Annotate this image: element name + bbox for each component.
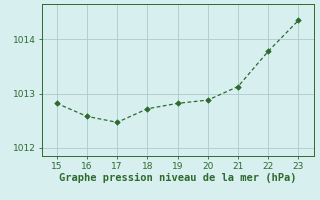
X-axis label: Graphe pression niveau de la mer (hPa): Graphe pression niveau de la mer (hPa) — [59, 173, 296, 183]
